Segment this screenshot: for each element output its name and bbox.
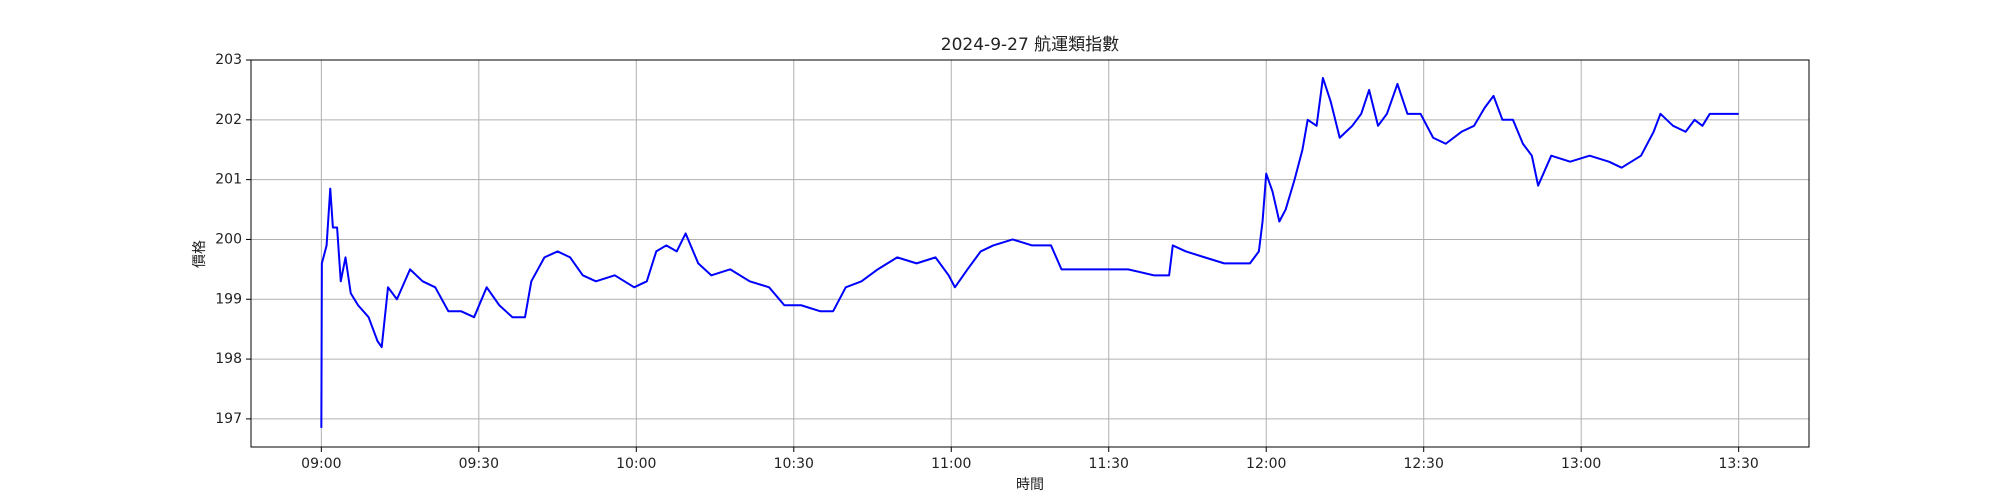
- y-tick-label: 200: [215, 231, 242, 247]
- plot-frame: [250, 59, 1810, 448]
- x-tick-label: 11:30: [1089, 456, 1129, 472]
- y-tick-label: 198: [215, 351, 242, 367]
- x-tick-label: 12:30: [1404, 456, 1444, 472]
- y-tick-label: 199: [215, 291, 242, 307]
- price-line: [320, 76, 1739, 428]
- x-tick-label: 09:00: [301, 456, 341, 472]
- y-axis-label: 價格: [191, 240, 208, 268]
- x-tick-label: 10:30: [774, 456, 814, 472]
- x-axis-label: 時間: [1016, 477, 1044, 493]
- x-tick-label: 12:00: [1246, 456, 1286, 472]
- x-tick-label: 11:00: [931, 456, 971, 472]
- y-tick-label: 197: [215, 411, 242, 427]
- y-tick-label: 201: [215, 172, 242, 188]
- x-tick-label: 09:30: [459, 456, 499, 472]
- x-tick-label: 13:30: [1718, 456, 1758, 472]
- x-tick-label: 13:00: [1561, 456, 1601, 472]
- y-tick-label: 203: [215, 52, 242, 68]
- y-tick-label: 202: [215, 112, 242, 128]
- x-tick-label: 10:00: [616, 456, 656, 472]
- chart-title: 2024-9-27 航運類指數: [941, 35, 1119, 55]
